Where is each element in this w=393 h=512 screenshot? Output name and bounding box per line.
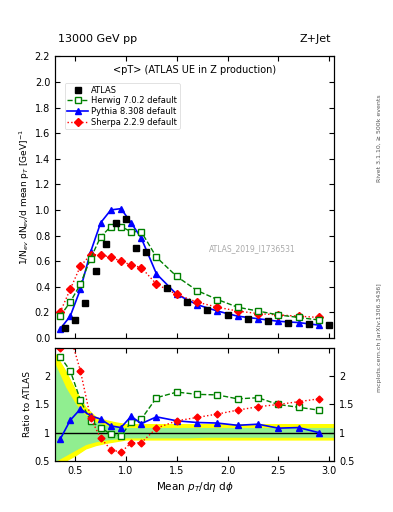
Legend: ATLAS, Herwig 7.0.2 default, Pythia 8.308 default, Sherpa 2.2.9 default: ATLAS, Herwig 7.0.2 default, Pythia 8.30… — [65, 83, 180, 129]
Herwig 7.0.2 default — [215, 296, 220, 303]
Pythia 8.308 default — [58, 326, 62, 332]
Pythia 8.308 default — [78, 286, 83, 292]
ATLAS — [114, 220, 118, 226]
Pythia 8.308 default — [129, 220, 134, 226]
Sherpa 2.2.9 default — [68, 286, 73, 292]
Line: Sherpa 2.2.9 default: Sherpa 2.2.9 default — [57, 252, 321, 320]
Text: mcplots.cern.ch [arXiv:1306.3436]: mcplots.cern.ch [arXiv:1306.3436] — [377, 284, 382, 392]
ATLAS — [134, 245, 139, 251]
Herwig 7.0.2 default — [235, 304, 240, 310]
ATLAS — [93, 268, 98, 274]
Sherpa 2.2.9 default — [88, 251, 93, 258]
ATLAS — [164, 285, 169, 291]
Herwig 7.0.2 default — [108, 223, 113, 229]
Pythia 8.308 default — [195, 302, 199, 308]
ATLAS — [286, 319, 291, 326]
ATLAS — [103, 242, 108, 248]
Herwig 7.0.2 default — [255, 308, 260, 314]
ATLAS — [306, 321, 311, 327]
ATLAS — [246, 315, 250, 322]
Herwig 7.0.2 default — [195, 288, 199, 294]
Pythia 8.308 default — [98, 220, 103, 226]
ATLAS — [266, 318, 270, 325]
ATLAS — [185, 299, 189, 305]
ATLAS — [205, 307, 209, 313]
Pythia 8.308 default — [296, 319, 301, 326]
Sherpa 2.2.9 default — [316, 314, 321, 321]
Text: Rivet 3.1.10, ≥ 500k events: Rivet 3.1.10, ≥ 500k events — [377, 94, 382, 182]
Sherpa 2.2.9 default — [139, 264, 143, 270]
Herwig 7.0.2 default — [154, 254, 159, 260]
Pythia 8.308 default — [88, 249, 93, 255]
Pythia 8.308 default — [119, 205, 123, 212]
Pythia 8.308 default — [154, 271, 159, 277]
Sherpa 2.2.9 default — [154, 281, 159, 287]
Herwig 7.0.2 default — [316, 317, 321, 323]
Pythia 8.308 default — [316, 322, 321, 328]
Sherpa 2.2.9 default — [174, 291, 179, 297]
X-axis label: Mean $p_{T}$/d$\eta$ d$\phi$: Mean $p_{T}$/d$\eta$ d$\phi$ — [156, 480, 233, 494]
ATLAS — [225, 312, 230, 318]
Pythia 8.308 default — [174, 291, 179, 297]
Herwig 7.0.2 default — [296, 314, 301, 321]
Sherpa 2.2.9 default — [276, 312, 281, 318]
Line: Pythia 8.308 default: Pythia 8.308 default — [57, 205, 322, 332]
Sherpa 2.2.9 default — [98, 251, 103, 258]
Herwig 7.0.2 default — [98, 233, 103, 240]
Herwig 7.0.2 default — [68, 299, 73, 305]
Line: Herwig 7.0.2 default: Herwig 7.0.2 default — [57, 223, 322, 324]
Text: 13000 GeV pp: 13000 GeV pp — [58, 34, 137, 44]
Sherpa 2.2.9 default — [235, 308, 240, 314]
Sherpa 2.2.9 default — [195, 299, 199, 305]
Herwig 7.0.2 default — [58, 313, 62, 319]
Pythia 8.308 default — [68, 313, 73, 319]
Sherpa 2.2.9 default — [215, 304, 220, 310]
ATLAS — [73, 317, 78, 323]
Herwig 7.0.2 default — [88, 255, 93, 262]
Pythia 8.308 default — [139, 235, 143, 241]
Y-axis label: Ratio to ATLAS: Ratio to ATLAS — [23, 372, 32, 437]
Herwig 7.0.2 default — [119, 223, 123, 229]
Pythia 8.308 default — [215, 308, 220, 314]
Herwig 7.0.2 default — [174, 273, 179, 280]
Sherpa 2.2.9 default — [58, 309, 62, 315]
ATLAS — [144, 249, 149, 255]
Line: ATLAS: ATLAS — [62, 216, 332, 331]
Sherpa 2.2.9 default — [129, 262, 134, 268]
Herwig 7.0.2 default — [139, 228, 143, 234]
Sherpa 2.2.9 default — [255, 310, 260, 316]
Sherpa 2.2.9 default — [119, 258, 123, 264]
Text: <pT> (ATLAS UE in Z production): <pT> (ATLAS UE in Z production) — [113, 65, 276, 75]
Text: Z+Jet: Z+Jet — [300, 34, 331, 44]
Pythia 8.308 default — [276, 318, 281, 325]
ATLAS — [124, 216, 129, 222]
Herwig 7.0.2 default — [129, 228, 134, 234]
Pythia 8.308 default — [235, 313, 240, 319]
Sherpa 2.2.9 default — [108, 254, 113, 260]
Herwig 7.0.2 default — [276, 312, 281, 318]
Pythia 8.308 default — [108, 207, 113, 213]
ATLAS — [327, 322, 331, 328]
Pythia 8.308 default — [255, 315, 260, 322]
Herwig 7.0.2 default — [78, 281, 83, 287]
Sherpa 2.2.9 default — [78, 263, 83, 269]
ATLAS — [63, 325, 68, 331]
Sherpa 2.2.9 default — [296, 313, 301, 319]
Y-axis label: 1/N$_{ev}$ dN$_{ev}$/d mean p$_{T}$ [GeV]$^{-1}$: 1/N$_{ev}$ dN$_{ev}$/d mean p$_{T}$ [GeV… — [17, 129, 32, 265]
Text: ATLAS_2019_I1736531: ATLAS_2019_I1736531 — [209, 244, 295, 253]
ATLAS — [83, 300, 88, 306]
